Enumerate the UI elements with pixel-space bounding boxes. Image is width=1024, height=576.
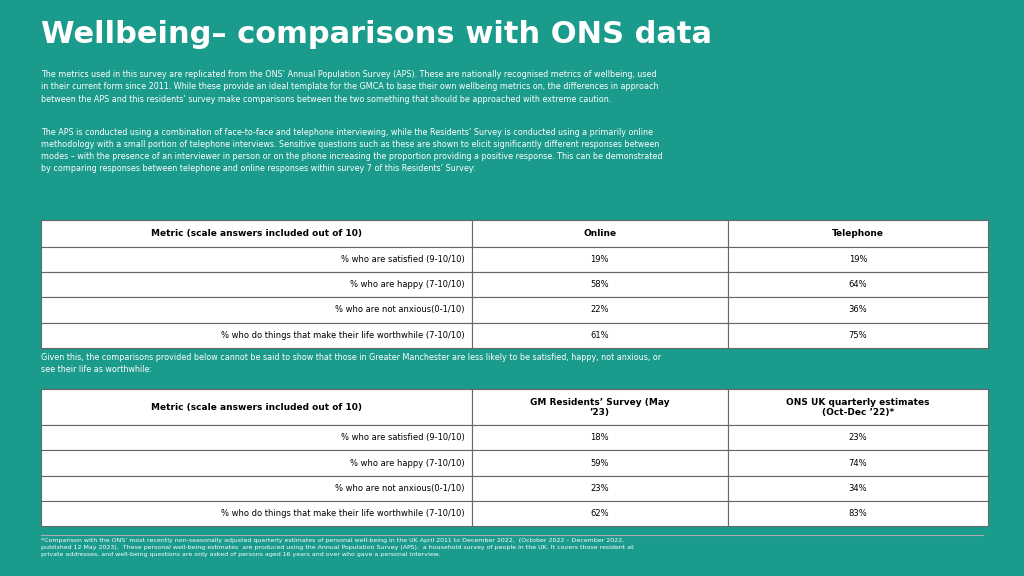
Bar xyxy=(41,450,472,476)
Text: % who are satisfied (9-10/10): % who are satisfied (9-10/10) xyxy=(341,433,465,442)
Bar xyxy=(41,297,472,323)
Bar xyxy=(41,220,472,247)
Text: 23%: 23% xyxy=(591,484,609,493)
Text: 19%: 19% xyxy=(591,255,609,264)
Text: % who do things that make their life worthwhile (7-10/10): % who do things that make their life wor… xyxy=(221,509,465,518)
Text: Wellbeing– comparisons with ONS data: Wellbeing– comparisons with ONS data xyxy=(41,20,712,49)
Text: % who are not anxious(0-1/10): % who are not anxious(0-1/10) xyxy=(335,305,465,314)
Bar xyxy=(41,389,472,425)
Bar xyxy=(728,425,988,450)
Text: 59%: 59% xyxy=(591,458,609,468)
Text: % who are happy (7-10/10): % who are happy (7-10/10) xyxy=(350,458,465,468)
Text: The metrics used in this survey are replicated from the ONS’ Annual Population S: The metrics used in this survey are repl… xyxy=(41,70,658,104)
Text: ONS UK quarterly estimates
(Oct-Dec ’22)*: ONS UK quarterly estimates (Oct-Dec ’22)… xyxy=(786,397,930,417)
Bar xyxy=(728,501,988,526)
Text: Metric (scale answers included out of 10): Metric (scale answers included out of 10… xyxy=(151,403,361,412)
Bar xyxy=(472,272,728,297)
Bar xyxy=(728,389,988,425)
Bar xyxy=(472,425,728,450)
Bar xyxy=(472,323,728,348)
Text: 62%: 62% xyxy=(591,509,609,518)
Text: 58%: 58% xyxy=(591,280,609,289)
Bar xyxy=(41,425,472,450)
Bar xyxy=(728,247,988,272)
Text: GM Residents’ Survey (May
’23): GM Residents’ Survey (May ’23) xyxy=(530,397,670,417)
Text: % who are satisfied (9-10/10): % who are satisfied (9-10/10) xyxy=(341,255,465,264)
Bar xyxy=(728,450,988,476)
Bar xyxy=(728,323,988,348)
Text: 23%: 23% xyxy=(849,433,867,442)
Text: 64%: 64% xyxy=(849,280,867,289)
Text: % who are happy (7-10/10): % who are happy (7-10/10) xyxy=(350,280,465,289)
Text: 34%: 34% xyxy=(849,484,867,493)
Text: 36%: 36% xyxy=(849,305,867,314)
Bar xyxy=(728,476,988,501)
Text: *Comparison with the ONS’ most recently non-seasonally adjusted quarterly estima: *Comparison with the ONS’ most recently … xyxy=(41,538,634,557)
Text: Metric (scale answers included out of 10): Metric (scale answers included out of 10… xyxy=(151,229,361,238)
Bar xyxy=(41,323,472,348)
Text: % who do things that make their life worthwhile (7-10/10): % who do things that make their life wor… xyxy=(221,331,465,340)
Text: 22%: 22% xyxy=(591,305,609,314)
Text: 18%: 18% xyxy=(591,433,609,442)
Text: % who are not anxious(0-1/10): % who are not anxious(0-1/10) xyxy=(335,484,465,493)
Bar xyxy=(472,476,728,501)
Text: 74%: 74% xyxy=(849,458,867,468)
Bar xyxy=(728,272,988,297)
Bar xyxy=(472,501,728,526)
Text: The APS is conducted using a combination of face-to-face and telephone interview: The APS is conducted using a combination… xyxy=(41,128,663,173)
Text: 75%: 75% xyxy=(849,331,867,340)
Bar xyxy=(41,247,472,272)
Bar xyxy=(472,247,728,272)
Bar xyxy=(472,220,728,247)
Text: 19%: 19% xyxy=(849,255,867,264)
Text: 61%: 61% xyxy=(591,331,609,340)
Bar xyxy=(472,297,728,323)
Bar xyxy=(728,220,988,247)
Text: 83%: 83% xyxy=(849,509,867,518)
Bar xyxy=(472,389,728,425)
Bar xyxy=(472,450,728,476)
Bar xyxy=(41,476,472,501)
Text: Online: Online xyxy=(584,229,616,238)
Bar xyxy=(41,272,472,297)
Bar xyxy=(41,501,472,526)
Text: Telephone: Telephone xyxy=(831,229,884,238)
Text: Given this, the comparisons provided below cannot be said to show that those in : Given this, the comparisons provided bel… xyxy=(41,353,662,374)
Bar xyxy=(728,297,988,323)
